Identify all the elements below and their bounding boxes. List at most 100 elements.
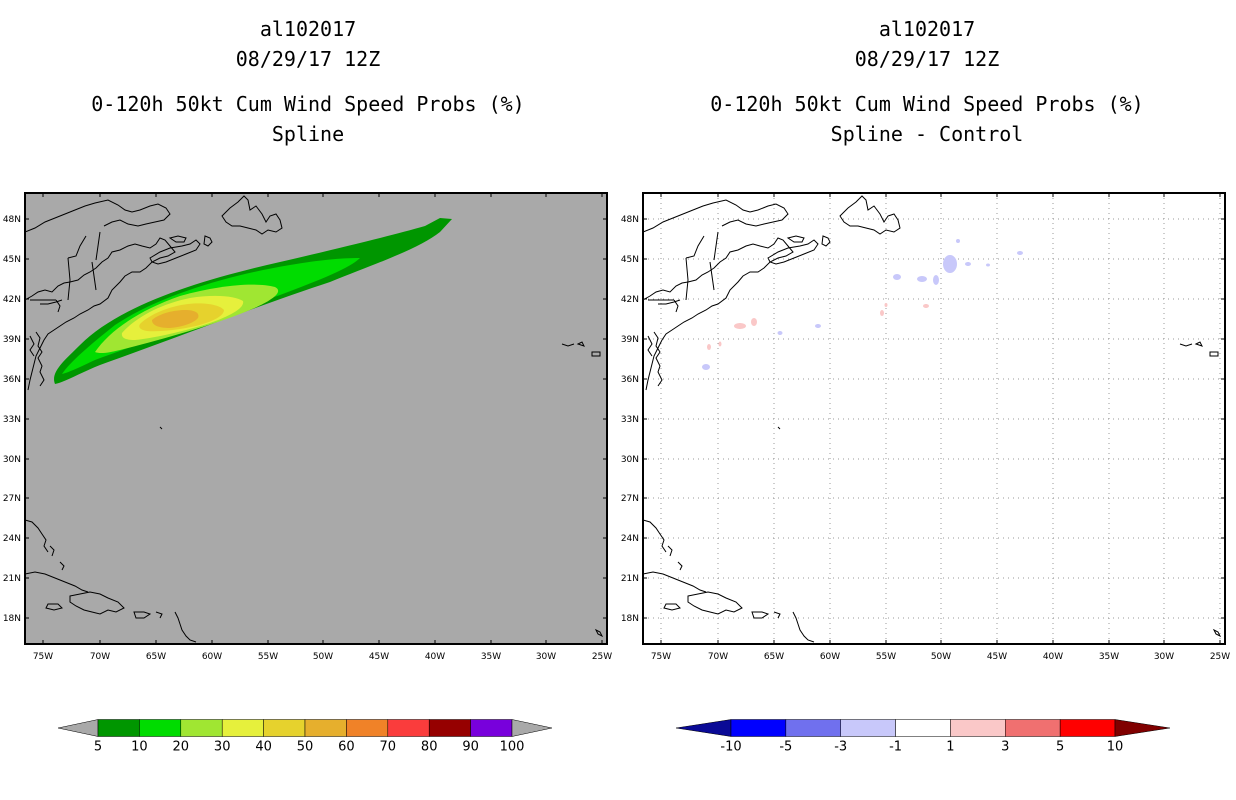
colorbar-label: 1 (946, 740, 954, 755)
coastline (45, 603, 63, 611)
coastline (667, 545, 673, 557)
colorbar-swatch (470, 719, 513, 737)
diff-blob (986, 263, 990, 267)
colorbar-label: 100 (500, 740, 525, 755)
right-datetime: 08/29/17 12Z (854, 47, 1000, 71)
lat-label: 24N (621, 534, 639, 544)
right-axis-ticks: 48N 45N 42N 39N 36N 33N 30N 27N 24N 21N 18N 75W 70W 6… (621, 193, 1230, 662)
lat-label: 39N (621, 335, 639, 345)
coastline (658, 299, 681, 305)
coastline (221, 195, 283, 235)
colorbar-label: 30 (214, 740, 231, 755)
negative-difference-areas (702, 239, 1023, 370)
diff-blob (815, 324, 821, 328)
coastline (40, 299, 63, 305)
colorbar-swatch (180, 719, 223, 737)
lon-label: 60W (820, 652, 840, 662)
colorbar-swatch (840, 719, 896, 737)
colorbar-swatch (387, 719, 430, 737)
colorbar-swatch (730, 719, 787, 737)
right-title-block: al102017 08/29/17 12Z 0-120h 50kt Cum Wi… (627, 18, 1227, 153)
coastline (591, 351, 601, 357)
coastline (25, 237, 176, 391)
diff-blob (734, 323, 746, 329)
lon-label: 70W (90, 652, 110, 662)
lon-label: 65W (146, 652, 166, 662)
left-map-panel: 48N 45N 42N 39N 36N 33N 30N 27N 24N 21N 18N 75W 70W 6… (3, 192, 612, 662)
positive-difference-areas (707, 303, 929, 350)
colorbar-label: -5 (779, 740, 792, 755)
diff-blob (917, 276, 927, 282)
colorbar-swatch (428, 719, 471, 737)
right-gridlines (643, 193, 1225, 644)
diff-blob (707, 344, 711, 350)
colorbar-under-arrow (57, 719, 99, 737)
coastline (69, 591, 125, 615)
diff-blob (933, 275, 939, 285)
coastline (67, 257, 71, 301)
diff-blob (956, 239, 960, 243)
coastline (777, 426, 781, 430)
colorbar-swatch (263, 719, 306, 737)
coastline (709, 261, 715, 291)
colorbar-label: -1 (889, 740, 902, 755)
lat-label: 48N (621, 215, 639, 225)
colorbar-swatch (895, 719, 951, 737)
lat-label: 30N (621, 455, 639, 465)
coastline (643, 519, 667, 553)
coastline (95, 231, 101, 261)
right-subtitle: Spline - Control (830, 122, 1024, 146)
coastline (55, 299, 61, 313)
colorbar-label: 50 (297, 740, 314, 755)
lat-label: 42N (3, 295, 21, 305)
colorbar-label: 70 (380, 740, 397, 755)
coastline (25, 571, 89, 593)
lat-label: 27N (3, 494, 21, 504)
left-product-title: 0-120h 50kt Cum Wind Speed Probs (%) (91, 92, 525, 116)
lon-label: 50W (313, 652, 333, 662)
coastline-group (643, 195, 1222, 643)
coastline (25, 519, 49, 553)
coastline (1194, 341, 1203, 347)
coastline (67, 235, 87, 259)
diff-blob (893, 274, 901, 280)
lat-label: 36N (3, 375, 21, 385)
diff-blob (965, 262, 971, 266)
lon-label: 60W (202, 652, 222, 662)
diff-blob (751, 318, 757, 326)
lon-label: 45W (987, 652, 1007, 662)
lon-label: 75W (651, 652, 671, 662)
colorbar-under-arrow (675, 719, 732, 737)
lat-label: 33N (621, 415, 639, 425)
coastline (203, 235, 213, 247)
coastline (35, 331, 45, 387)
lon-label: 45W (369, 652, 389, 662)
diff-blob (923, 304, 929, 308)
left-datetime: 08/29/17 12Z (235, 47, 381, 71)
lon-label: 65W (764, 652, 784, 662)
diff-blob (943, 255, 957, 273)
colorbar-swatch (304, 719, 347, 737)
colorbar-label: -3 (834, 740, 847, 755)
lon-label: 40W (425, 652, 445, 662)
colorbar-label: 60 (338, 740, 355, 755)
lat-label: 24N (3, 534, 21, 544)
coastline (647, 335, 653, 357)
coastline (663, 603, 681, 611)
diff-blob (1017, 251, 1023, 255)
coastline-group (25, 195, 604, 643)
colorbar-label: 40 (255, 740, 272, 755)
left-axis-ticks: 48N 45N 42N 39N 36N 33N 30N 27N 24N 21N 18N 75W 70W 6… (3, 193, 612, 662)
colorbar-label: -10 (720, 740, 741, 755)
colorbar-swatch (785, 719, 841, 737)
colorbar-over-arrow (1114, 719, 1171, 737)
coastline (561, 343, 575, 347)
diff-blob (880, 310, 884, 316)
lon-label: 50W (931, 652, 951, 662)
coastline (576, 341, 585, 347)
diff-blob (718, 341, 722, 347)
coastline (751, 611, 770, 619)
right-coastlines (643, 195, 1222, 643)
swath-50pct (152, 310, 199, 328)
diff-blob (884, 303, 888, 307)
